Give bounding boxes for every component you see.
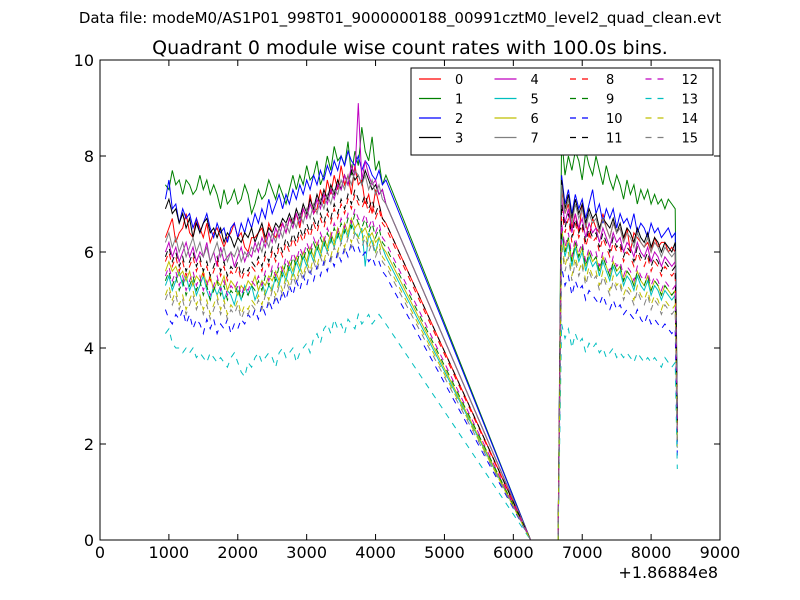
legend-label-12: 12: [682, 73, 699, 88]
series-line-2: [164, 149, 678, 541]
legend-box: [410, 67, 714, 156]
series-line-11: [164, 187, 678, 541]
x-tick-label: 9000: [700, 543, 741, 562]
legend-label-13: 13: [682, 93, 699, 108]
series-line-3: [164, 168, 678, 541]
legend-label-3: 3: [455, 132, 463, 147]
legend-label-14: 14: [682, 112, 699, 127]
plot-frame: [99, 59, 721, 541]
chart-title: Quadrant 0 module wise count rates with …: [152, 37, 668, 59]
y-tick-label: 2: [84, 435, 94, 454]
y-tick-label: 10: [74, 51, 94, 70]
series-line-1: [164, 127, 678, 541]
x-tick-label: 8000: [631, 543, 672, 562]
legend-label-7: 7: [531, 132, 539, 147]
series-line-8: [164, 192, 678, 541]
legend-label-5: 5: [531, 93, 539, 108]
x-tick-label: 5000: [424, 543, 465, 562]
plot-series: [164, 103, 678, 541]
legend-label-8: 8: [606, 73, 614, 88]
y-tick-label: 6: [84, 243, 94, 262]
x-tick-label: 0: [95, 543, 105, 562]
x-tick-label: 7000: [562, 543, 603, 562]
legend-label-1: 1: [455, 93, 463, 108]
legend-label-2: 2: [455, 112, 463, 127]
legend-label-4: 4: [531, 73, 539, 88]
legend-label-10: 10: [606, 112, 623, 127]
y-tick-label: 8: [84, 147, 94, 166]
legend-label-0: 0: [455, 73, 463, 88]
x-tick-label: 2000: [217, 543, 258, 562]
y-tick-label: 0: [84, 531, 94, 550]
series-line-10: [164, 240, 678, 541]
x-tick-label: 3000: [286, 543, 327, 562]
y-tick-label: 4: [84, 339, 94, 358]
series-line-15: [164, 231, 678, 541]
legend-label-15: 15: [682, 132, 699, 147]
x-tick-label: 1000: [149, 543, 190, 562]
legend-label-6: 6: [531, 112, 539, 127]
x-tick-label: 6000: [493, 543, 534, 562]
x-tick-label: 4000: [355, 543, 396, 562]
series-line-9: [164, 211, 678, 541]
x-axis-offset-label: +1.86884e8: [618, 563, 718, 582]
axis-ticks: 0 1000 2000 3000 4000 5000 6000 7000 8000 9000 0 2 4…: [74, 51, 741, 562]
series-line-7: [164, 169, 678, 541]
legend-label-11: 11: [606, 132, 623, 147]
legend-label-9: 9: [606, 93, 614, 108]
series-line-5: [164, 221, 678, 541]
data-file-label: Data file: modeM0/AS1P01_998T01_90000001…: [79, 9, 721, 28]
